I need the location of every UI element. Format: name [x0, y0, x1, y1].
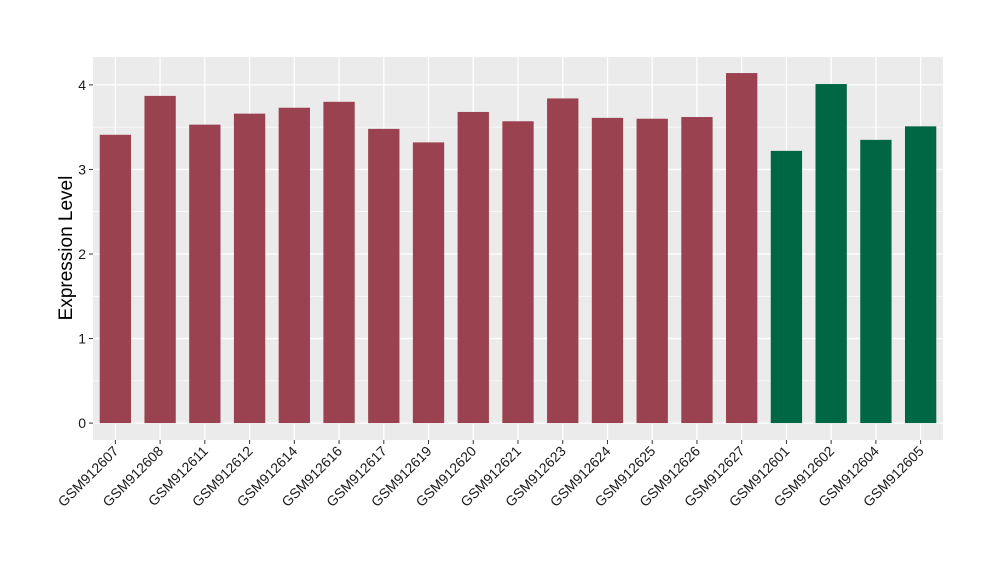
y-tick-label: 2 — [78, 246, 86, 262]
bar-GSM912621 — [502, 121, 534, 424]
bar-GSM912605 — [904, 126, 937, 424]
bar-GSM912627 — [726, 73, 758, 424]
bar-GSM912608 — [144, 95, 176, 424]
bar-GSM912616 — [323, 101, 355, 424]
bar-GSM912620 — [457, 111, 489, 424]
bar-GSM912607 — [99, 134, 132, 424]
y-tick-label: 0 — [78, 415, 86, 431]
bar-GSM912611 — [189, 124, 221, 424]
bar-GSM912601 — [770, 150, 803, 424]
y-tick-label: 4 — [78, 77, 86, 93]
bar-GSM912624 — [591, 117, 624, 424]
y-axis-title: Expression Level — [56, 176, 77, 321]
y-tick-label: 1 — [78, 331, 86, 347]
bars — [99, 73, 937, 424]
bar-GSM912604 — [860, 139, 892, 424]
bar-GSM912614 — [278, 107, 310, 424]
bar-GSM912612 — [233, 113, 266, 424]
y-tick-label: 3 — [78, 161, 86, 177]
bar-GSM912626 — [681, 117, 713, 424]
bar-GSM912623 — [547, 98, 579, 424]
y-axis: 0 1 2 3 4 — [78, 77, 93, 431]
bar-GSM912602 — [815, 84, 847, 424]
bar-GSM912625 — [636, 118, 668, 424]
bar-GSM912617 — [368, 128, 400, 424]
bar-GSM912619 — [412, 142, 445, 424]
x-axis: GSM912607GSM912608GSM912611GSM912612GSM9… — [55, 440, 927, 510]
